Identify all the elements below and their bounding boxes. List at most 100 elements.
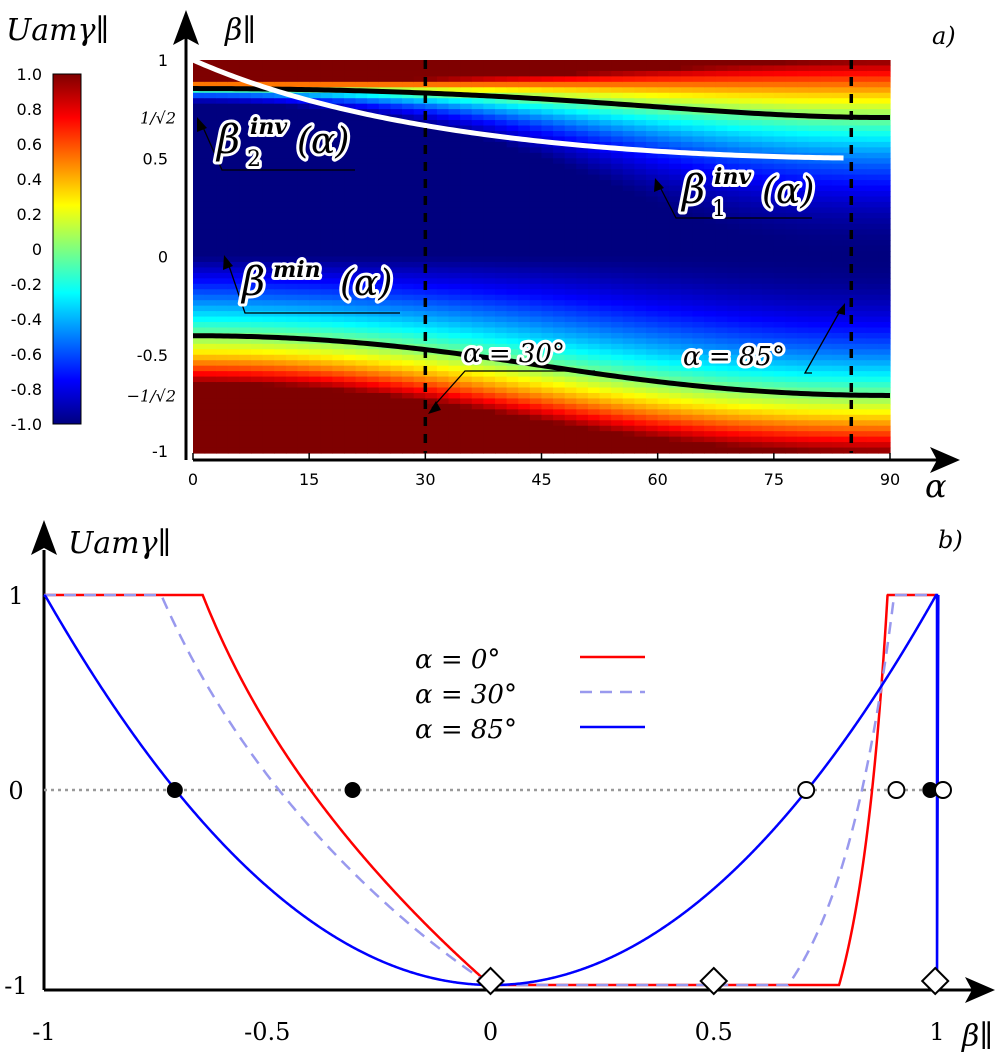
heatmap-cell <box>297 229 310 236</box>
heatmap-cell <box>622 371 636 378</box>
heatmap-cell <box>413 240 426 247</box>
heatmap-cell <box>704 316 717 323</box>
heatmap-cell <box>646 120 659 127</box>
heatmap-cell <box>727 223 740 230</box>
heatmap-cell <box>704 376 717 383</box>
heatmap-cell <box>227 152 241 159</box>
heatmap-cell <box>460 174 473 181</box>
heatmap-cell <box>297 300 310 307</box>
heatmap-cell <box>738 251 752 258</box>
heatmap-cell <box>762 98 775 105</box>
heatmap-cell <box>193 322 206 329</box>
heatmap-cell <box>529 436 543 443</box>
heatmap-cell <box>495 185 508 192</box>
heatmap-cell <box>727 163 740 170</box>
heatmap-cell <box>506 120 519 127</box>
heatmap-cell <box>599 130 612 138</box>
heatmap-cell <box>390 322 403 329</box>
heatmap-cell <box>669 70 682 77</box>
heatmap-cell <box>785 65 798 72</box>
heatmap-cell <box>529 120 543 127</box>
heatmap-cell <box>820 251 833 258</box>
heatmap-cell <box>785 109 798 116</box>
heatmap-cell <box>704 191 717 198</box>
heatmap-cell <box>738 191 752 198</box>
heatmap-cell <box>646 130 659 138</box>
heatmap-cell <box>344 201 357 208</box>
heatmap-cell <box>367 398 380 405</box>
heatmap-cell <box>808 338 821 345</box>
heatmap-cell <box>402 212 415 219</box>
heatmap-cell <box>680 92 694 99</box>
heatmap-cell <box>599 136 612 143</box>
heatmap-cell <box>820 327 833 334</box>
heatmap-cell <box>878 300 891 307</box>
heatmap-cell <box>785 245 798 252</box>
heatmap-cell <box>204 256 217 263</box>
heatmap-cell <box>553 76 566 83</box>
heatmap-cell <box>216 158 229 165</box>
heatmap-cell <box>239 360 252 367</box>
heatmap-cell <box>239 92 252 99</box>
heatmap-cell <box>216 371 229 378</box>
heatmap-cell <box>785 92 798 99</box>
heatmap-cell <box>541 196 554 203</box>
heatmap-cell <box>820 180 833 187</box>
heatmap-cell <box>808 158 821 165</box>
heatmap-cell <box>843 272 856 279</box>
heatmap-cell <box>413 316 426 323</box>
heatmap-cell <box>297 81 310 88</box>
heatmap-cell <box>727 87 740 94</box>
heatmap-cell <box>297 403 310 410</box>
heatmap-cell <box>239 371 252 378</box>
heatmap-cell <box>448 447 461 454</box>
heatmap-cell <box>495 376 508 383</box>
heatmap-cell <box>622 392 636 400</box>
heatmap-cell <box>239 327 252 334</box>
heatmap-cell <box>344 387 357 394</box>
heatmap-cell <box>506 109 519 116</box>
heatmap-cell <box>762 245 775 252</box>
heatmap-cell <box>332 70 345 77</box>
heatmap-cell <box>506 60 519 67</box>
heatmap-cell <box>611 403 624 410</box>
heatmap-cell <box>820 147 833 154</box>
heatmap-cell <box>297 267 310 274</box>
heatmap-cell <box>529 163 543 170</box>
heatmap-cell <box>483 163 496 170</box>
heatmap-cell <box>738 398 752 405</box>
heatmap-cell <box>262 136 275 143</box>
heatmap-cell <box>436 272 450 279</box>
heatmap-cell <box>518 398 531 405</box>
heatmap-cell <box>611 120 624 127</box>
heatmap-cell <box>460 147 473 154</box>
heatmap-cell <box>704 120 717 127</box>
heatmap-cell <box>413 130 426 138</box>
heatmap-cell <box>808 311 821 318</box>
heatmap-cell <box>216 256 229 263</box>
heatmap-cell <box>390 196 403 203</box>
heatmap-cell <box>657 300 670 307</box>
heatmap-cell <box>820 382 833 389</box>
heatmap-cell <box>390 141 403 148</box>
heatmap-cell <box>634 300 647 307</box>
heatmap-cell <box>227 365 241 372</box>
heatmap-cell <box>773 327 787 334</box>
heatmap-cell <box>797 92 810 99</box>
heatmap-cell <box>866 234 879 241</box>
heatmap-cell <box>425 120 438 127</box>
heatmap-cell <box>204 311 217 318</box>
heatmap-cell <box>309 349 322 356</box>
heatmap-cell <box>483 87 496 94</box>
heatmap-cell <box>808 316 821 323</box>
heatmap-cell <box>425 218 438 225</box>
heatmap-cell <box>727 158 740 165</box>
heatmap-cell <box>576 283 589 290</box>
heatmap-cell <box>506 70 519 77</box>
heatmap-cell <box>425 272 438 279</box>
heatmap-cell <box>297 365 310 372</box>
heatmap-cell <box>460 114 473 121</box>
heatmap-cell <box>506 267 519 274</box>
heatmap-cell <box>506 365 519 372</box>
heatmap-cell <box>518 349 531 356</box>
